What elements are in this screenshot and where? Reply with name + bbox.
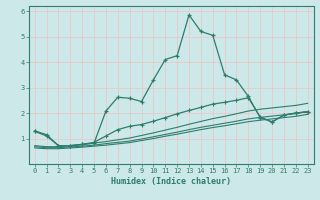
X-axis label: Humidex (Indice chaleur): Humidex (Indice chaleur) — [111, 177, 231, 186]
